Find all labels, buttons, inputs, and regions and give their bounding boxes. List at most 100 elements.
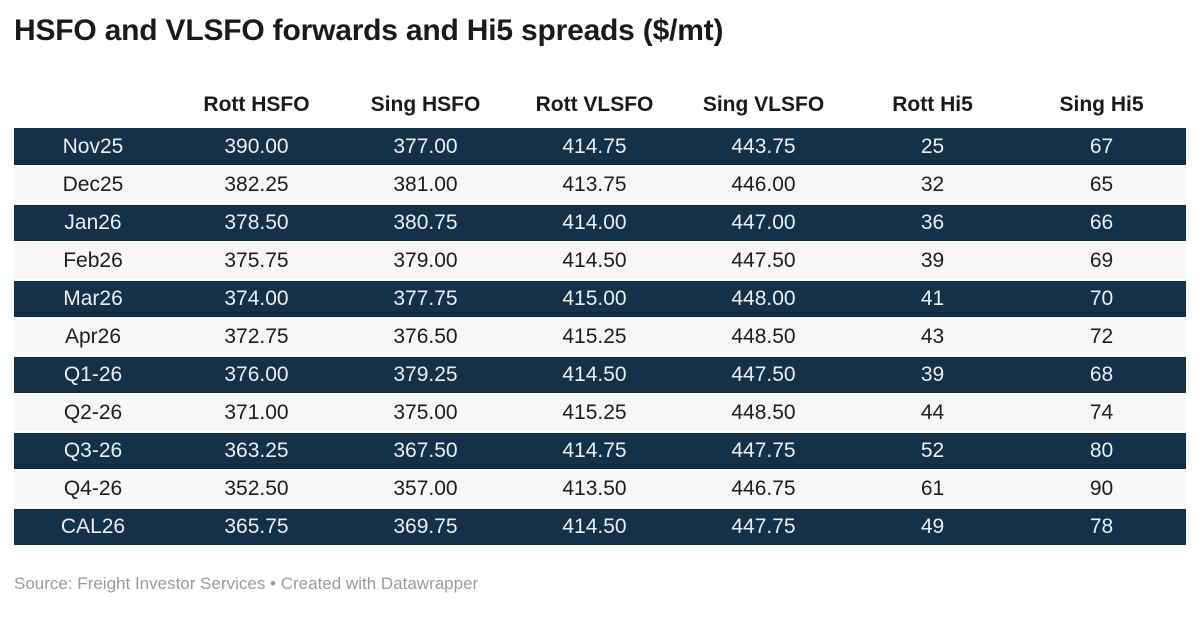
- table-header: Rott HSFO Sing HSFO Rott VLSFO Sing VLSFO Ro…: [14, 48, 1186, 128]
- value-cell: 90: [1017, 470, 1186, 509]
- table-row: CAL26 365.75 369.75 414.50 447.75 49 78: [14, 508, 1186, 547]
- value-cell: 414.50: [510, 242, 679, 281]
- value-cell: 39: [848, 242, 1017, 281]
- value-cell: 447.50: [679, 242, 848, 281]
- value-cell: 446.00: [679, 166, 848, 205]
- row-label: Q4-26: [14, 470, 172, 509]
- row-label: Dec25: [14, 166, 172, 205]
- value-cell: 378.50: [172, 204, 341, 243]
- value-cell: 447.50: [679, 356, 848, 395]
- value-cell: 74: [1017, 394, 1186, 433]
- value-cell: 447.00: [679, 204, 848, 243]
- table-row: Mar26 374.00 377.75 415.00 448.00 41 70: [14, 280, 1186, 319]
- value-cell: 36: [848, 204, 1017, 243]
- table-body: Nov25 390.00 377.00 414.75 443.75 25 67 Dec25 38…: [14, 128, 1186, 547]
- value-cell: 78: [1017, 508, 1186, 547]
- column-header: Sing Hi5: [1059, 93, 1144, 116]
- row-label: Nov25: [14, 128, 172, 167]
- value-cell: 377.00: [341, 128, 510, 167]
- value-cell: 374.00: [172, 280, 341, 319]
- value-cell: 69: [1017, 242, 1186, 281]
- value-cell: 61: [848, 470, 1017, 509]
- row-label: Q1-26: [14, 356, 172, 395]
- value-cell: 68: [1017, 356, 1186, 395]
- row-label: Mar26: [14, 280, 172, 319]
- value-cell: 372.75: [172, 318, 341, 357]
- value-cell: 448.50: [679, 394, 848, 433]
- value-cell: 414.00: [510, 204, 679, 243]
- value-cell: 352.50: [172, 470, 341, 509]
- value-cell: 415.00: [510, 280, 679, 319]
- value-cell: 415.25: [510, 394, 679, 433]
- row-label: Q3-26: [14, 432, 172, 471]
- row-label: Apr26: [14, 318, 172, 357]
- value-cell: 67: [1017, 128, 1186, 167]
- table-row: Jan26 378.50 380.75 414.00 447.00 36 66: [14, 204, 1186, 243]
- row-label-column-header: [14, 48, 172, 128]
- row-label: Jan26: [14, 204, 172, 243]
- value-cell: 25: [848, 128, 1017, 167]
- value-cell: 49: [848, 508, 1017, 547]
- table-row: Q1-26 376.00 379.25 414.50 447.50 39 68: [14, 356, 1186, 395]
- value-cell: 415.25: [510, 318, 679, 357]
- value-cell: 43: [848, 318, 1017, 357]
- column-header: Sing HSFO: [370, 93, 481, 116]
- value-cell: 448.00: [679, 280, 848, 319]
- source-attribution: Source: Freight Investor Services • Crea…: [14, 574, 479, 593]
- value-cell: 448.50: [679, 318, 848, 357]
- value-cell: 413.50: [510, 470, 679, 509]
- value-cell: 390.00: [172, 128, 341, 167]
- value-cell: 363.25: [172, 432, 341, 471]
- value-cell: 65: [1017, 166, 1186, 205]
- row-label: Q2-26: [14, 394, 172, 433]
- value-cell: 413.75: [510, 166, 679, 205]
- table-row: Nov25 390.00 377.00 414.75 443.75 25 67: [14, 128, 1186, 167]
- value-cell: 367.50: [341, 432, 510, 471]
- value-cell: 380.75: [341, 204, 510, 243]
- column-header: Rott Hi5: [892, 93, 973, 116]
- table-row: Q4-26 352.50 357.00 413.50 446.75 61 90: [14, 470, 1186, 509]
- value-cell: 32: [848, 166, 1017, 205]
- value-cell: 414.50: [510, 508, 679, 547]
- value-cell: 443.75: [679, 128, 848, 167]
- value-cell: 375.00: [341, 394, 510, 433]
- value-cell: 376.00: [172, 356, 341, 395]
- value-cell: 377.75: [341, 280, 510, 319]
- value-cell: 446.75: [679, 470, 848, 509]
- table-row: Q2-26 371.00 375.00 415.25 448.50 44 74: [14, 394, 1186, 433]
- value-cell: 379.25: [341, 356, 510, 395]
- column-header: Rott HSFO: [203, 93, 310, 116]
- value-cell: 52: [848, 432, 1017, 471]
- value-cell: 72: [1017, 318, 1186, 357]
- column-header: Sing VLSFO: [702, 93, 825, 116]
- value-cell: 382.25: [172, 166, 341, 205]
- column-header-row: Rott HSFO Sing HSFO Rott VLSFO Sing VLSFO Ro…: [14, 48, 1186, 128]
- chart-title: HSFO and VLSFO forwards and Hi5 spreads …: [14, 14, 724, 47]
- table-row: Apr26 372.75 376.50 415.25 448.50 43 72: [14, 318, 1186, 357]
- value-cell: 41: [848, 280, 1017, 319]
- row-label: CAL26: [14, 508, 172, 547]
- value-cell: 414.75: [510, 128, 679, 167]
- value-cell: 447.75: [679, 508, 848, 547]
- value-cell: 44: [848, 394, 1017, 433]
- value-cell: 447.75: [679, 432, 848, 471]
- value-cell: 371.00: [172, 394, 341, 433]
- table-row: Q3-26 363.25 367.50 414.75 447.75 52 80: [14, 432, 1186, 471]
- value-cell: 414.50: [510, 356, 679, 395]
- value-cell: 80: [1017, 432, 1186, 471]
- row-label: Feb26: [14, 242, 172, 281]
- value-cell: 369.75: [341, 508, 510, 547]
- table-row: Dec25 382.25 381.00 413.75 446.00 32 65: [14, 166, 1186, 205]
- value-cell: 414.75: [510, 432, 679, 471]
- value-cell: 39: [848, 356, 1017, 395]
- table-row: Feb26 375.75 379.00 414.50 447.50 39 69: [14, 242, 1186, 281]
- value-cell: 376.50: [341, 318, 510, 357]
- column-header: Rott VLSFO: [535, 93, 654, 116]
- value-cell: 70: [1017, 280, 1186, 319]
- value-cell: 365.75: [172, 508, 341, 547]
- forwards-table: Rott HSFO Sing HSFO Rott VLSFO Sing VLSFO Ro…: [14, 48, 1186, 547]
- value-cell: 379.00: [341, 242, 510, 281]
- value-cell: 381.00: [341, 166, 510, 205]
- value-cell: 375.75: [172, 242, 341, 281]
- value-cell: 66: [1017, 204, 1186, 243]
